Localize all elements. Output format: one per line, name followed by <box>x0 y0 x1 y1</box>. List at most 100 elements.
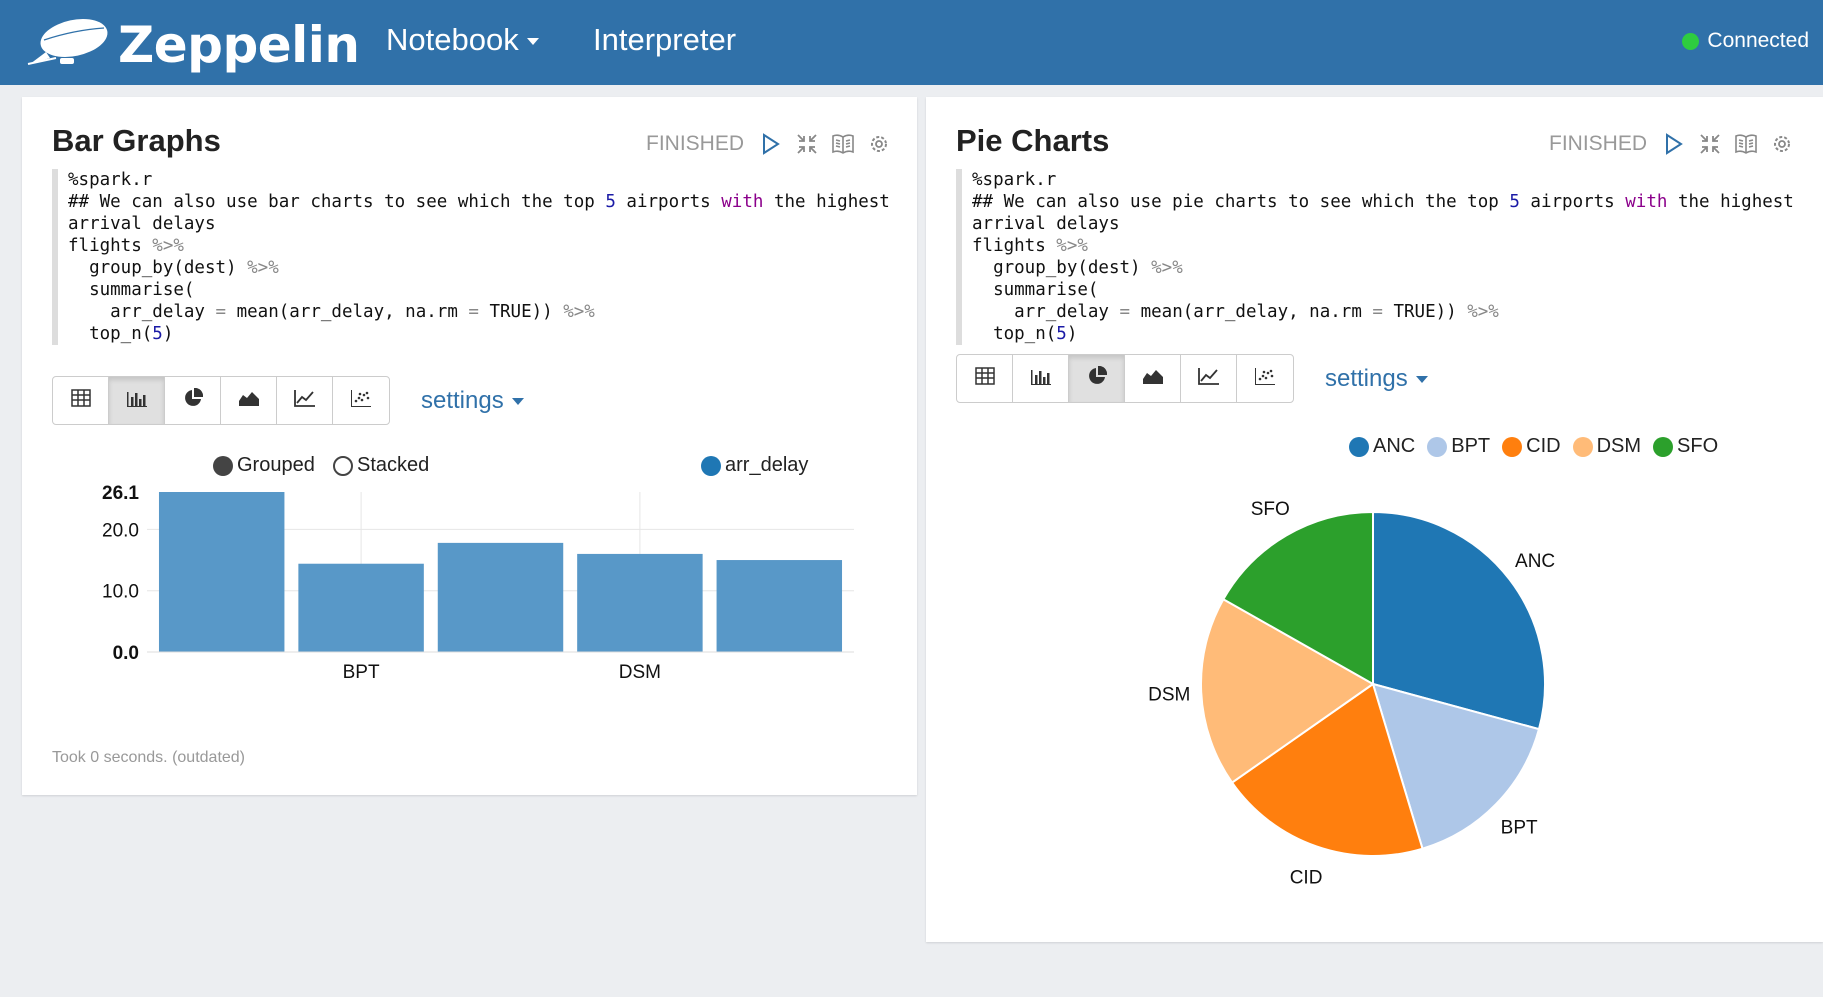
pie-slice-label: ANC <box>1515 551 1555 572</box>
grouped-label: Grouped <box>237 454 315 476</box>
pie-legend-item-bpt[interactable]: BPT <box>1427 435 1490 458</box>
code-line: %spark.r <box>972 170 1057 190</box>
code-token: = <box>215 302 227 322</box>
pie-chart-button[interactable] <box>165 377 221 424</box>
code-token: = <box>1119 302 1131 322</box>
code-token: airports <box>615 192 722 212</box>
code-line: top_n( <box>972 324 1057 344</box>
bar-chart-button[interactable] <box>1013 355 1069 402</box>
gear-icon[interactable] <box>1769 131 1795 157</box>
legend-dot-icon <box>701 455 721 476</box>
pie-slice-label: SFO <box>1251 499 1290 520</box>
pie-legend-item-dsm[interactable]: DSM <box>1572 435 1641 458</box>
code-token: %>% <box>247 258 279 278</box>
pie-slice-bpt[interactable] <box>1371 682 1541 850</box>
code-token: ) <box>1066 324 1078 344</box>
viz-toolbar <box>52 376 390 425</box>
radio-empty-icon <box>333 455 353 476</box>
code-line: top_n( <box>68 324 153 344</box>
scatter-chart-icon <box>1254 367 1276 390</box>
series-legend-arr-delay[interactable]: arr_delay <box>701 454 808 477</box>
pie-slice-label: DSM <box>1148 685 1190 706</box>
code-line: arrival delays <box>972 214 1120 234</box>
legend-label: SFO <box>1677 435 1719 457</box>
code-line: group_by(dest) <box>972 258 1152 278</box>
pie-slice-dsm[interactable] <box>1200 597 1375 784</box>
bar-chart-icon <box>126 389 148 412</box>
bar-chart-button[interactable] <box>109 377 165 424</box>
area-chart-button[interactable] <box>1125 355 1181 402</box>
book-icon[interactable] <box>830 131 856 157</box>
notebook-menu-label: Notebook <box>386 22 519 57</box>
navbar: Zeppelin Notebook Interpreter Connected <box>0 0 1823 85</box>
settings-toggle[interactable]: settings <box>1325 365 1428 393</box>
code-line: summarise( <box>972 280 1099 300</box>
code-token: %>% <box>1151 258 1183 278</box>
pie-slice-sfo[interactable] <box>1221 510 1374 686</box>
interpreter-link[interactable]: Interpreter <box>593 22 737 57</box>
pie-slice-label: CID <box>1290 868 1323 889</box>
settings-toggle[interactable]: settings <box>421 387 524 415</box>
code-token: = <box>468 302 479 322</box>
pie-legend-item-cid[interactable]: CID <box>1502 435 1561 458</box>
table-view-button[interactable] <box>53 377 109 424</box>
code-token: 5 <box>152 324 163 344</box>
bar-dsm[interactable] <box>577 553 703 652</box>
collapse-icon[interactable] <box>1697 131 1723 157</box>
line-chart-button[interactable] <box>1181 355 1237 402</box>
code-editor[interactable]: %spark.r ## We can also use bar charts t… <box>52 169 898 345</box>
line-chart-icon <box>1197 367 1220 390</box>
area-chart-button[interactable] <box>221 377 277 424</box>
code-token: %>% <box>563 302 595 322</box>
pie-legend-item-anc[interactable]: ANC <box>1349 435 1415 458</box>
zeppelin-logo-icon <box>24 12 112 77</box>
y-tick-label: 26.1 <box>102 483 139 504</box>
code-line: arr_delay <box>972 302 1120 322</box>
pie-slice-cid[interactable] <box>1230 682 1424 857</box>
book-icon[interactable] <box>1733 131 1759 157</box>
code-editor[interactable]: %spark.r ## We can also use pie charts t… <box>956 169 1802 345</box>
pie-slice-label: BPT <box>1501 817 1538 838</box>
paragraph-title[interactable]: Bar Graphs <box>52 123 221 158</box>
code-line: flights <box>972 236 1057 256</box>
chevron-down-icon <box>1415 375 1428 383</box>
legend-dot-icon <box>1572 436 1593 457</box>
stacked-radio[interactable]: Stacked <box>333 454 429 477</box>
paragraph-title[interactable]: Pie Charts <box>956 123 1110 158</box>
bar-chart: 0.0 10.0 20.0 26.1 BPT DSM <box>102 483 854 683</box>
bar-bpt[interactable] <box>298 563 424 652</box>
collapse-icon[interactable] <box>794 131 820 157</box>
paragraph-status: FINISHED <box>646 132 745 155</box>
code-token: with <box>721 192 764 212</box>
code-line: arrival delays <box>68 214 216 234</box>
code-token: 5 <box>605 192 616 212</box>
notebook-menu[interactable]: Notebook <box>386 22 539 58</box>
table-icon <box>70 389 91 412</box>
pie-chart-icon <box>183 387 203 413</box>
code-token: TRUE)) <box>1382 302 1468 322</box>
pie-chart-button[interactable] <box>1069 355 1125 402</box>
brand[interactable]: Zeppelin <box>24 12 360 77</box>
code-token: mean(arr_delay, na.rm <box>226 302 469 322</box>
bar-sfo[interactable] <box>716 560 843 652</box>
bar-cid[interactable] <box>437 542 564 652</box>
line-chart-button[interactable] <box>277 377 333 424</box>
table-view-button[interactable] <box>957 355 1013 402</box>
pie-legend-item-sfo[interactable]: SFO <box>1653 435 1718 458</box>
pie-slice-anc[interactable] <box>1372 510 1546 731</box>
scatter-chart-button[interactable] <box>1237 355 1293 402</box>
line-chart-icon <box>293 389 316 412</box>
paragraph-status: FINISHED <box>1549 132 1648 155</box>
code-token: mean(arr_delay, na.rm <box>1130 302 1373 322</box>
code-token: ) <box>162 324 174 344</box>
grouped-radio[interactable]: Grouped <box>213 454 315 477</box>
gear-icon[interactable] <box>866 131 892 157</box>
run-icon[interactable] <box>1661 131 1687 157</box>
chevron-down-icon <box>511 397 524 405</box>
code-token: = <box>1372 302 1383 322</box>
scatter-chart-button[interactable] <box>333 377 389 424</box>
bar-anc[interactable] <box>158 492 285 652</box>
series-label: arr_delay <box>725 454 809 476</box>
code-token: 5 <box>1056 324 1067 344</box>
run-icon[interactable] <box>758 131 784 157</box>
